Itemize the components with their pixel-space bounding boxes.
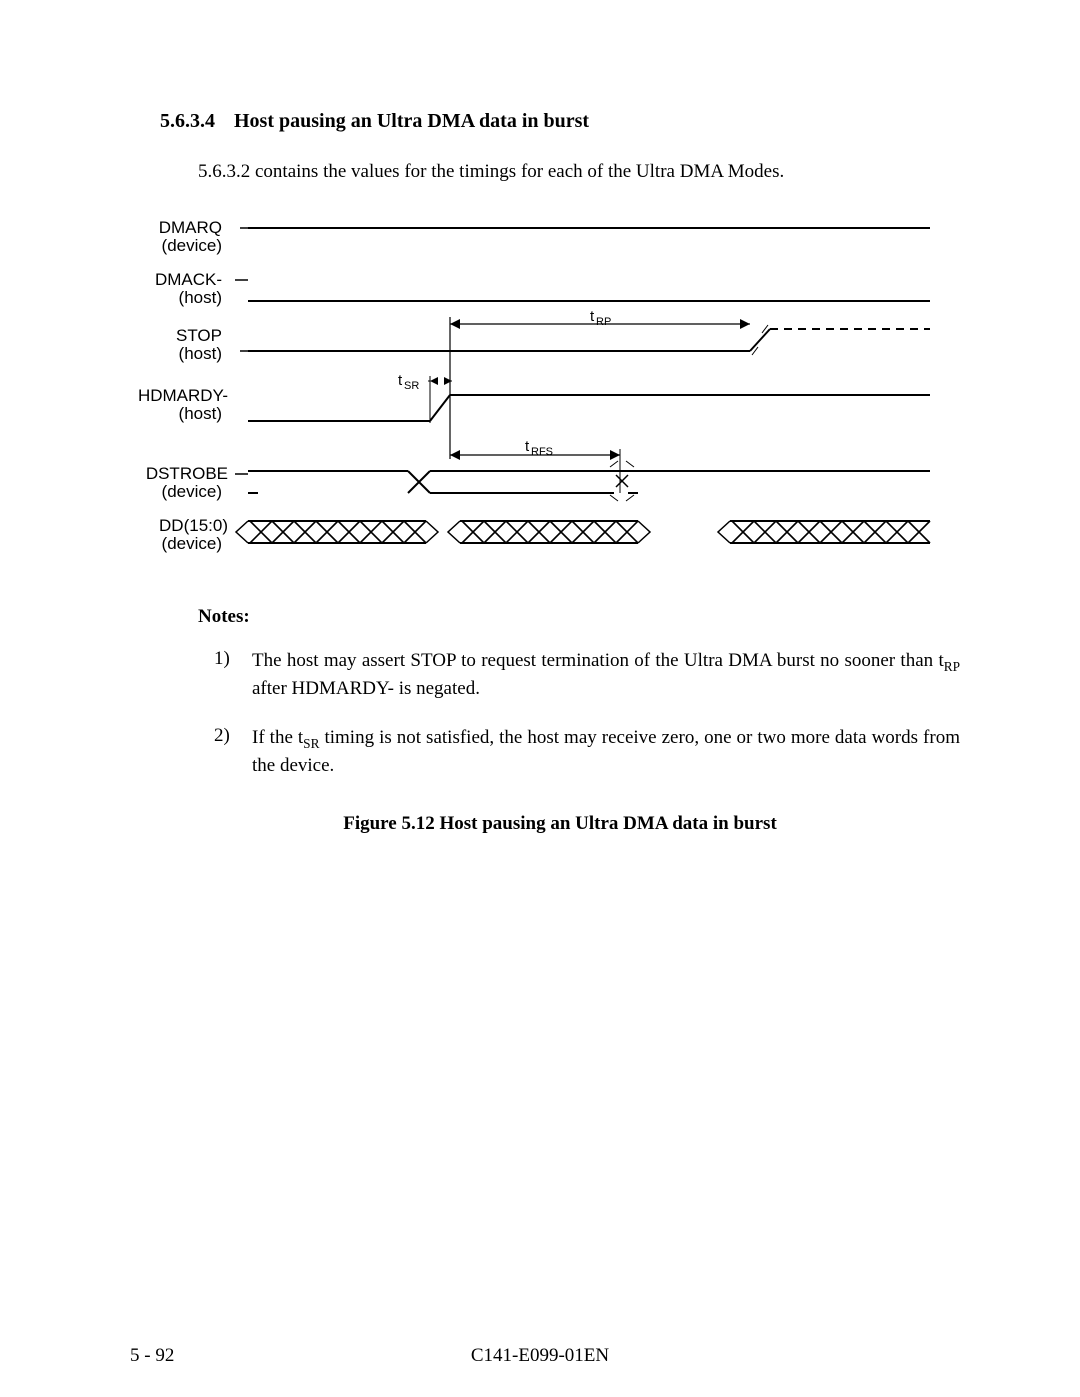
note-number: 2) xyxy=(214,725,252,778)
section-title: Host pausing an Ultra DMA data in burst xyxy=(234,110,589,132)
timing-label: t xyxy=(590,308,595,325)
note-text: The host may assert STOP to request term… xyxy=(252,648,960,701)
timing-sub: RFS xyxy=(531,446,553,458)
document-id: C141-E099-01EN xyxy=(0,1345,1080,1367)
timing-label: t xyxy=(398,372,403,389)
timing-label: t xyxy=(525,438,530,455)
signal-label: DMARQ xyxy=(159,218,222,237)
timing-sub: SR xyxy=(404,380,419,392)
signal-sublabel: (device) xyxy=(162,236,222,255)
section-number: 5.6.3.4 xyxy=(160,110,215,132)
signal-sublabel: (device) xyxy=(162,534,222,553)
signal-sublabel: (host) xyxy=(179,344,222,363)
section-heading: 5.6.3.4 Host pausing an Ultra DMA data i… xyxy=(160,110,960,133)
figure-caption: Figure 5.12 Host pausing an Ultra DMA da… xyxy=(160,813,960,835)
signal-label: DD(15:0) xyxy=(159,516,228,535)
note-item: 1) The host may assert STOP to request t… xyxy=(214,648,960,701)
note-item: 2) If the tSR timing is not satisfied, t… xyxy=(214,725,960,778)
timing-sub: RP xyxy=(596,316,611,328)
signal-sublabel: (host) xyxy=(179,288,222,307)
notes-list: 1) The host may assert STOP to request t… xyxy=(214,648,960,779)
signal-label: HDMARDY- xyxy=(138,386,228,405)
signal-label: DMACK- xyxy=(155,270,222,289)
intro-text: 5.6.3.2 contains the values for the timi… xyxy=(198,161,960,183)
note-number: 1) xyxy=(214,648,252,701)
signal-sublabel: (host) xyxy=(179,404,222,423)
signal-sublabel: (device) xyxy=(162,482,222,501)
note-text: If the tSR timing is not satisfied, the … xyxy=(252,725,960,778)
timing-diagram: DMARQ (device) DMACK- (host) STOP (host) xyxy=(130,211,960,576)
notes-heading: Notes: xyxy=(198,606,960,628)
signal-label: DSTROBE xyxy=(146,464,228,483)
signal-label: STOP xyxy=(176,326,222,345)
